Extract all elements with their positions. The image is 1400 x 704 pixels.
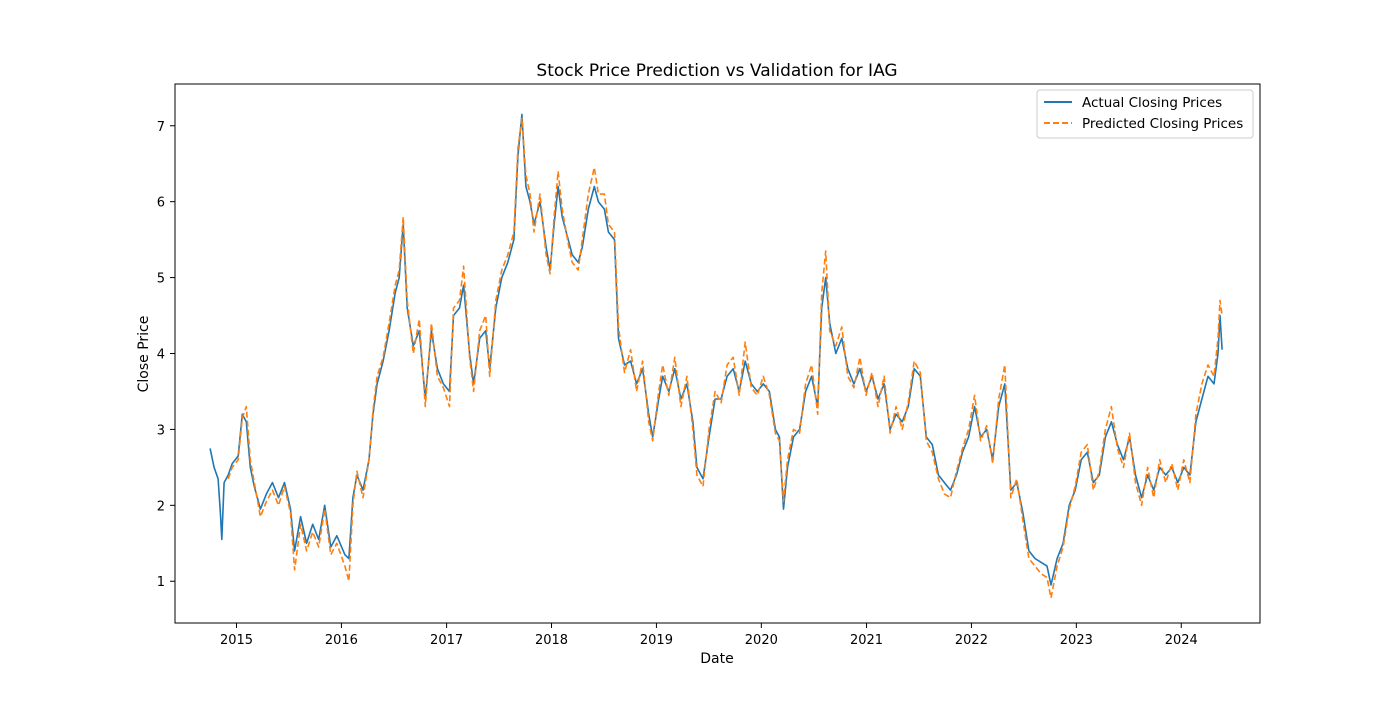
legend-label-predicted: Predicted Closing Prices	[1082, 116, 1243, 132]
legend: Actual Closing Prices Predicted Closing …	[1036, 89, 1254, 139]
chart-title: Stock Price Prediction vs Validation for…	[536, 61, 897, 81]
x-tick-label: 2016	[325, 633, 358, 648]
x-tick-label: 2019	[640, 633, 673, 648]
x-tick-label: 2021	[850, 633, 883, 648]
x-tick-label: 2018	[535, 633, 568, 648]
y-axis-ticks: 1 2 3 4 5 6 7	[157, 120, 175, 590]
plot-frame	[174, 83, 1261, 624]
x-tick-label: 2017	[430, 633, 463, 648]
x-tick-label: 2024	[1165, 633, 1198, 648]
y-tick-label: 1	[157, 575, 165, 590]
series-layer	[209, 113, 1223, 599]
y-tick-label: 4	[157, 348, 165, 363]
series-line-actual	[209, 113, 1223, 586]
y-tick-label: 3	[157, 423, 165, 438]
y-tick-label: 6	[157, 196, 165, 211]
x-tick-label: 2015	[220, 633, 253, 648]
y-tick-label: 7	[157, 120, 165, 135]
x-tick-label: 2022	[955, 633, 988, 648]
series-line-predicted	[227, 117, 1223, 599]
x-axis-label: Date	[700, 651, 733, 667]
y-tick-label: 2	[157, 499, 165, 514]
x-tick-label: 2020	[745, 633, 778, 648]
legend-label-actual: Actual Closing Prices	[1082, 95, 1222, 111]
y-axis-label: Close Price	[136, 316, 152, 393]
x-axis-ticks: 2015 2016 2017 2018 2019 2020 2021 2022 2023 2024	[220, 623, 1198, 648]
legend-box	[1036, 89, 1254, 139]
x-tick-label: 2023	[1060, 633, 1093, 648]
y-tick-label: 5	[157, 272, 165, 287]
